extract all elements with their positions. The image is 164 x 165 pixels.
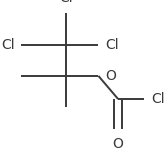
Text: Cl: Cl <box>59 0 72 5</box>
Text: O: O <box>113 137 123 151</box>
Text: Cl: Cl <box>105 38 119 51</box>
Text: Cl: Cl <box>151 92 164 106</box>
Text: O: O <box>105 69 116 83</box>
Text: Cl: Cl <box>1 38 15 51</box>
